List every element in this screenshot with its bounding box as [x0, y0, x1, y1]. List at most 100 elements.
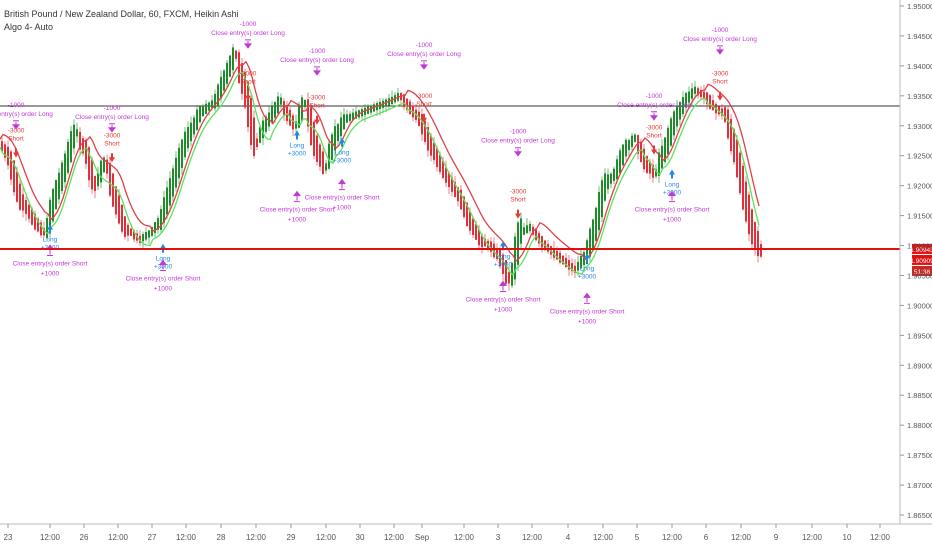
- bull-candle: [160, 209, 162, 230]
- time-tick-label: 12:00: [454, 533, 475, 542]
- bull-candle: [586, 240, 588, 264]
- close-qty: -1000: [416, 42, 433, 49]
- bull-candle: [691, 88, 693, 99]
- bear-candle: [556, 250, 558, 260]
- bull-candle: [70, 131, 72, 163]
- bear-candle: [712, 100, 714, 111]
- bull-candle: [610, 173, 612, 184]
- close-arrow-down-icon: [716, 45, 724, 55]
- time-tick-label: 10: [843, 533, 852, 542]
- bull-candle: [343, 114, 345, 130]
- countdown-label: 51:38: [914, 269, 931, 276]
- price-tick-label: 1.95000: [907, 2, 932, 11]
- bear-candle: [703, 91, 705, 100]
- signal-label: Short: [712, 79, 728, 86]
- bear-candle: [475, 224, 477, 240]
- bull-candle: [280, 97, 282, 105]
- close-arrow-down-icon: [11, 120, 21, 130]
- bear-candle: [463, 196, 465, 217]
- bear-candle: [727, 109, 729, 139]
- bear-candle: [22, 194, 24, 211]
- long-arrow-icon: [294, 130, 300, 140]
- close-qty: +1000: [333, 205, 352, 212]
- close-label: Close entry(s) order Short: [260, 207, 335, 214]
- signal-label: Long: [665, 181, 680, 188]
- bull-candle: [346, 114, 348, 123]
- price-tick-label: 1.92000: [907, 182, 932, 191]
- bear-candle: [754, 222, 756, 250]
- time-tick-label: 12:00: [662, 533, 683, 542]
- bull-candle: [517, 222, 519, 265]
- bear-candle: [454, 182, 456, 197]
- time-tick-label: 12:00: [384, 533, 405, 542]
- bull-candle: [304, 99, 306, 108]
- bull-candle: [100, 160, 102, 183]
- signal-label: Long: [156, 256, 171, 263]
- bear-candle: [82, 138, 84, 154]
- bear-candle: [418, 111, 420, 126]
- bear-candle: [460, 189, 462, 210]
- time-tick-label: 26: [80, 533, 89, 542]
- price-tick-label: 1.94000: [907, 62, 932, 71]
- signal-label: Short: [510, 197, 526, 204]
- price-axis[interactable]: 1.95000 1.94500 1.94000 1.93500 1.93000 1.925…: [900, 2, 932, 520]
- bear-candle: [700, 89, 702, 98]
- bear-candle: [448, 172, 450, 188]
- bull-candle: [55, 180, 57, 210]
- bear-candle: [742, 165, 744, 210]
- bull-candle: [73, 124, 75, 149]
- close-label: Close entry(s) order Short: [305, 195, 380, 202]
- bear-candle: [472, 218, 474, 235]
- bull-candle: [595, 207, 597, 241]
- bull-candle: [157, 218, 159, 230]
- time-axis[interactable]: 23 12:00 26 12:00 27 12:00 28 12:00 29 12:00 30 12:…: [4, 524, 891, 542]
- bull-candle: [331, 134, 333, 160]
- close-label: Close entry(s) order Long: [211, 30, 285, 37]
- bear-candle: [13, 160, 15, 193]
- bear-candle: [433, 142, 435, 161]
- bull-candle: [148, 230, 150, 238]
- bear-candle: [316, 135, 318, 162]
- bear-candle: [457, 187, 459, 202]
- bull-candle: [217, 84, 219, 106]
- short-arrow-icon: [314, 115, 320, 125]
- bear-candle: [439, 154, 441, 172]
- bear-candle: [652, 164, 654, 178]
- bear-candle: [88, 147, 90, 181]
- price-tick-label: 1.88500: [907, 391, 932, 400]
- bull-candle: [232, 47, 234, 71]
- bear-candle: [79, 131, 81, 150]
- signal-qty: +3000: [333, 158, 352, 165]
- close-arrow-down-icon: [108, 123, 116, 133]
- bull-candle: [187, 127, 189, 149]
- signal-label: Long: [43, 237, 58, 244]
- bull-candle: [178, 147, 180, 179]
- close-label: Close entry(s) order Short: [126, 275, 201, 282]
- bear-candle: [565, 257, 567, 267]
- signal-label: Long: [496, 253, 511, 260]
- indicator-label[interactable]: Algo 4- Auto: [4, 22, 54, 32]
- bear-candle: [496, 248, 498, 260]
- short-arrow-icon: [651, 145, 657, 155]
- bear-candle: [307, 99, 309, 127]
- bear-candle: [115, 186, 117, 215]
- bull-candle: [223, 70, 225, 91]
- bull-candle: [355, 111, 357, 119]
- bull-candle: [628, 140, 630, 151]
- bull-candle: [604, 173, 606, 201]
- price-tick-label: 1.87500: [907, 451, 932, 460]
- bear-candle: [538, 232, 540, 244]
- bear-candle: [718, 106, 720, 115]
- bear-candle: [43, 228, 45, 236]
- bear-candle: [322, 151, 324, 174]
- bear-candle: [10, 151, 12, 180]
- bear-candle: [541, 236, 543, 248]
- bull-candle: [607, 174, 609, 190]
- last-price-label: 1.90943: [910, 247, 932, 254]
- time-tick-label: 12:00: [522, 533, 543, 542]
- bull-candle: [154, 222, 156, 234]
- price-tick-label: 1.91000: [907, 242, 932, 251]
- close-qty: +1000: [578, 318, 597, 325]
- bear-candle: [139, 235, 141, 244]
